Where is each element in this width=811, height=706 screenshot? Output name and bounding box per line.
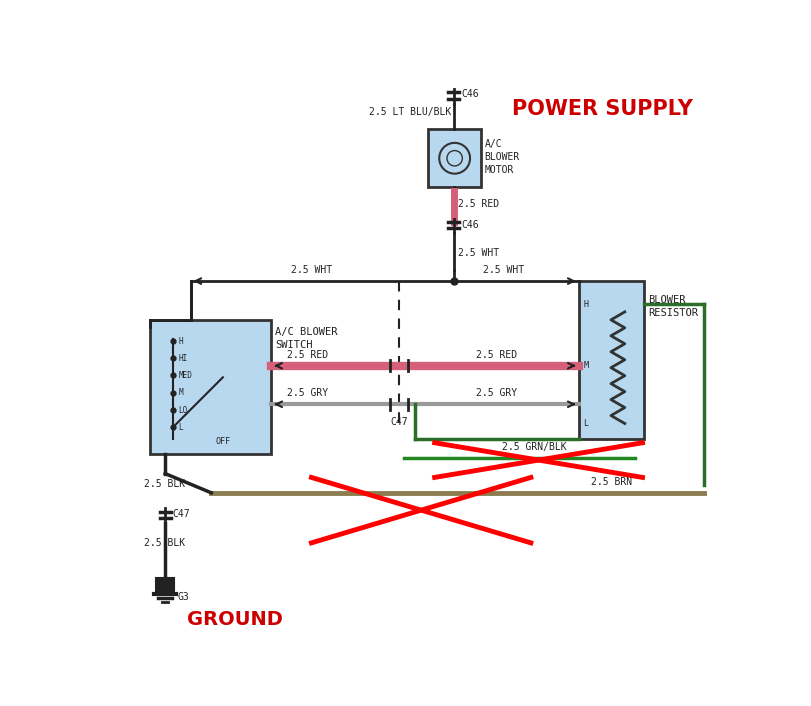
Text: 2.5 WHT: 2.5 WHT	[457, 248, 498, 258]
Text: 2.5 RED: 2.5 RED	[475, 349, 516, 359]
Text: 2.5 RED: 2.5 RED	[457, 199, 498, 209]
Text: BLOWER
RESISTOR: BLOWER RESISTOR	[647, 295, 697, 318]
Text: C46: C46	[461, 220, 478, 230]
Text: LO: LO	[178, 406, 187, 415]
Text: C47: C47	[173, 510, 191, 520]
Text: 2.5 BLK: 2.5 BLK	[144, 479, 184, 489]
Text: H: H	[582, 299, 587, 309]
Text: 2.5 WHT: 2.5 WHT	[290, 265, 332, 275]
Bar	[156, 578, 174, 593]
Text: 2.5 WHT: 2.5 WHT	[483, 265, 524, 275]
Text: MED: MED	[178, 371, 192, 380]
Text: C47: C47	[390, 417, 407, 426]
Bar	[578, 281, 643, 439]
Text: GROUND: GROUND	[187, 611, 282, 629]
Text: 2.5 LT BLU/BLK: 2.5 LT BLU/BLK	[369, 107, 451, 117]
Text: L: L	[178, 423, 182, 432]
Text: A/C BLOWER
SWITCH: A/C BLOWER SWITCH	[275, 328, 337, 350]
Text: 2.5 GRY: 2.5 GRY	[475, 388, 516, 398]
Text: M: M	[582, 361, 587, 370]
Text: M: M	[178, 388, 182, 397]
Text: H: H	[178, 337, 182, 346]
Text: 2.5 BLK: 2.5 BLK	[144, 538, 184, 548]
Text: C46: C46	[461, 89, 478, 99]
Bar	[428, 129, 480, 187]
Text: L: L	[582, 419, 587, 428]
Text: HI: HI	[178, 354, 187, 363]
Text: OFF: OFF	[215, 437, 230, 445]
Text: 2.5 GRN/BLK: 2.5 GRN/BLK	[502, 442, 566, 452]
Text: POWER SUPPLY: POWER SUPPLY	[511, 99, 692, 119]
Text: A/C
BLOWER
MOTOR: A/C BLOWER MOTOR	[484, 138, 519, 175]
Bar	[149, 320, 271, 455]
Text: 2.5 RED: 2.5 RED	[286, 349, 328, 359]
Text: G3: G3	[178, 592, 189, 602]
Text: 2.5 BRN: 2.5 BRN	[590, 477, 632, 486]
Text: 2.5 GRY: 2.5 GRY	[286, 388, 328, 398]
